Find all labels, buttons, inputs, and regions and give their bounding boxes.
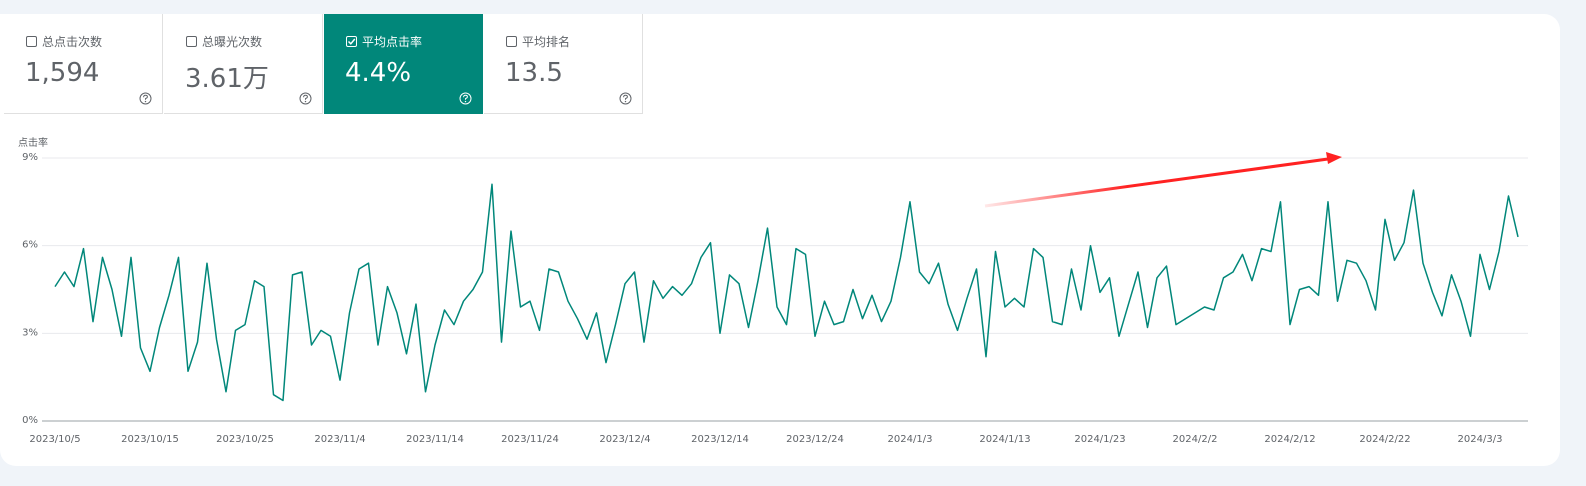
y-tick-label: 3% bbox=[22, 327, 38, 338]
x-tick-label: 2024/3/3 bbox=[1458, 434, 1503, 445]
x-tick-label: 2024/1/13 bbox=[979, 434, 1030, 445]
x-tick-label: 2023/12/14 bbox=[691, 434, 749, 445]
help-icon bbox=[139, 90, 152, 109]
help-icon bbox=[619, 90, 632, 109]
x-tick-label: 2023/11/24 bbox=[501, 434, 559, 445]
metric-card[interactable]: 平均点击率 4.4% bbox=[324, 14, 483, 114]
metric-label: 平均排名 bbox=[522, 35, 571, 49]
y-axis-label: 点击率 bbox=[18, 136, 48, 149]
metric-label: 总曝光次数 bbox=[202, 35, 263, 49]
metric-value: 13.5 bbox=[505, 58, 563, 88]
checkbox[interactable] bbox=[506, 36, 517, 47]
metric-card[interactable]: 平均排名 13.5 bbox=[484, 14, 643, 114]
x-tick-label: 2024/1/3 bbox=[888, 434, 933, 445]
x-tick-label: 2023/12/24 bbox=[786, 434, 844, 445]
metric-label: 总点击次数 bbox=[42, 35, 103, 49]
metric-card[interactable]: 总点击次数 1,594 bbox=[4, 14, 163, 114]
y-tick-label: 6% bbox=[22, 240, 38, 251]
annotation-arrow bbox=[984, 157, 1329, 208]
annotation-arrowhead bbox=[1326, 152, 1342, 164]
x-tick-label: 2023/11/4 bbox=[314, 434, 365, 445]
metric-card[interactable]: 总曝光次数 3.61万 bbox=[164, 14, 323, 114]
help-icon bbox=[459, 90, 472, 109]
metric-value: 3.61万 bbox=[185, 64, 269, 94]
y-tick-label: 9% bbox=[22, 152, 38, 163]
checkbox[interactable] bbox=[26, 36, 37, 47]
x-tick-label: 2024/2/22 bbox=[1359, 434, 1410, 445]
metric-label: 平均点击率 bbox=[362, 35, 423, 49]
x-tick-label: 2024/2/2 bbox=[1173, 434, 1218, 445]
x-tick-label: 2024/2/12 bbox=[1264, 434, 1315, 445]
x-tick-label: 2023/10/5 bbox=[29, 434, 80, 445]
metric-value: 1,594 bbox=[25, 58, 100, 88]
metric-value: 4.4% bbox=[345, 58, 412, 88]
help-icon bbox=[299, 90, 312, 109]
checkbox[interactable] bbox=[346, 36, 357, 47]
y-tick-label: 0% bbox=[22, 415, 38, 426]
data-line bbox=[54, 183, 1519, 402]
x-tick-label: 2023/12/4 bbox=[599, 434, 650, 445]
x-tick-label: 2023/11/14 bbox=[406, 434, 464, 445]
checkbox[interactable] bbox=[186, 36, 197, 47]
x-tick-label: 2023/10/25 bbox=[216, 434, 274, 445]
x-tick-label: 2023/10/15 bbox=[121, 434, 179, 445]
x-tick-label: 2024/1/23 bbox=[1074, 434, 1125, 445]
